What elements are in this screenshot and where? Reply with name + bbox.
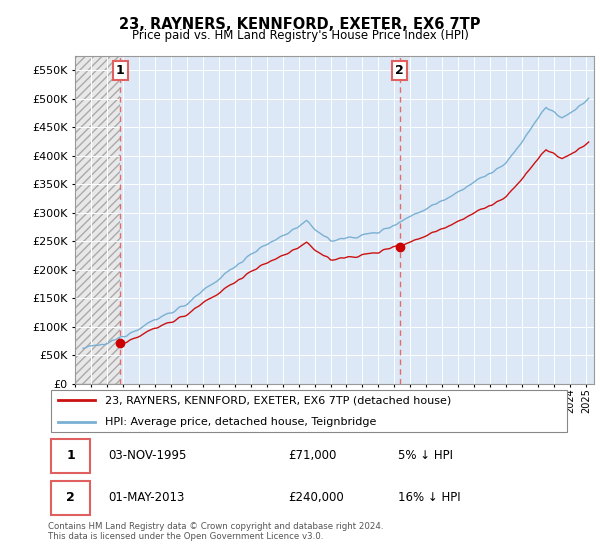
Text: 03-NOV-1995: 03-NOV-1995 [108,449,187,463]
Text: 1: 1 [66,449,75,463]
Text: £71,000: £71,000 [288,449,337,463]
Text: Contains HM Land Registry data © Crown copyright and database right 2024.
This d: Contains HM Land Registry data © Crown c… [48,522,383,542]
Text: 16% ↓ HPI: 16% ↓ HPI [398,491,460,505]
Bar [50,481,90,515]
Text: 5% ↓ HPI: 5% ↓ HPI [398,449,453,463]
Text: £240,000: £240,000 [288,491,344,505]
Text: 2: 2 [66,491,75,505]
Bar [50,439,90,473]
Text: HPI: Average price, detached house, Teignbridge: HPI: Average price, detached house, Teig… [106,417,377,427]
Text: 01-MAY-2013: 01-MAY-2013 [108,491,184,505]
Text: Price paid vs. HM Land Registry's House Price Index (HPI): Price paid vs. HM Land Registry's House … [131,29,469,42]
Text: 23, RAYNERS, KENNFORD, EXETER, EX6 7TP: 23, RAYNERS, KENNFORD, EXETER, EX6 7TP [119,17,481,32]
Text: 23, RAYNERS, KENNFORD, EXETER, EX6 7TP (detached house): 23, RAYNERS, KENNFORD, EXETER, EX6 7TP (… [106,395,452,405]
Text: 2: 2 [395,64,404,77]
Text: 1: 1 [116,64,125,77]
